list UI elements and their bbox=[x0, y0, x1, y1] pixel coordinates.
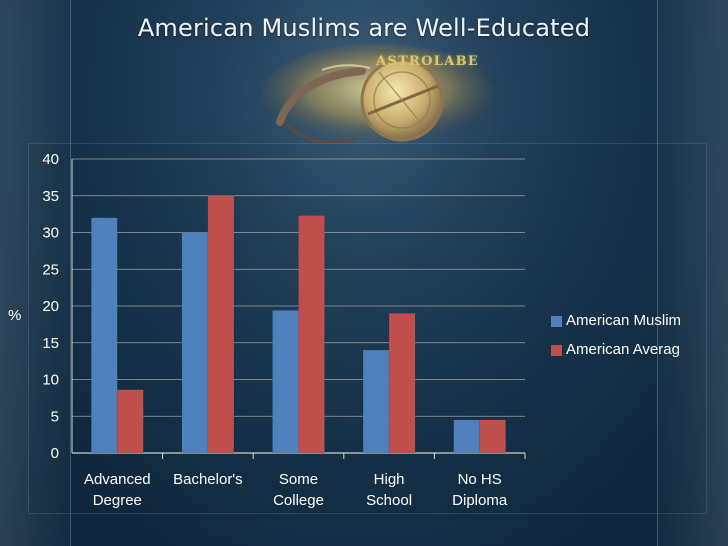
x-tick-label-0-0: Advanced bbox=[84, 471, 151, 488]
legend-label-american-muslim: American Muslim bbox=[566, 312, 682, 329]
x-tick-label-2-1: College bbox=[273, 492, 324, 509]
bar-0-0 bbox=[91, 217, 118, 454]
bar-1-4 bbox=[479, 419, 506, 454]
y-tick-label-15: 15 bbox=[42, 335, 59, 352]
y-tick-label-35: 35 bbox=[42, 188, 59, 205]
x-tick-label-4-0: No HS bbox=[458, 471, 502, 488]
x-tick-label-0-1: Degree bbox=[93, 492, 142, 509]
y-tick-label-20: 20 bbox=[42, 298, 59, 315]
x-tick-label-1-0: Bachelor's bbox=[173, 471, 243, 488]
legend-item-american-muslim: American Muslim bbox=[551, 312, 706, 341]
y-tick-label-5: 5 bbox=[51, 408, 59, 425]
y-tick-label-25: 25 bbox=[42, 261, 59, 278]
bar-1-2 bbox=[298, 215, 325, 454]
y-tick-label-30: 30 bbox=[42, 225, 59, 242]
y-tick-label-40: 40 bbox=[42, 151, 59, 168]
bar-1-0 bbox=[117, 389, 144, 454]
bar-0-2 bbox=[272, 310, 299, 454]
bar-1-1 bbox=[207, 195, 235, 454]
x-tick-label-2-0: Some bbox=[279, 471, 318, 488]
bar-0-1 bbox=[181, 232, 209, 454]
bar-0-4 bbox=[453, 419, 480, 454]
bar-0-3 bbox=[362, 349, 390, 454]
legend-swatch-american-average bbox=[551, 345, 562, 356]
y-axis-unit-label: % bbox=[8, 307, 22, 324]
y-tick-label-10: 10 bbox=[42, 372, 59, 389]
x-tick-label-3-1: School bbox=[366, 492, 412, 509]
legend-label-american-average: American Averag bbox=[566, 341, 680, 358]
y-tick-label-0: 0 bbox=[51, 445, 59, 462]
chart-legend: American Muslim American Averag bbox=[551, 312, 706, 370]
legend-item-american-average: American Averag bbox=[551, 341, 706, 370]
banner-label: ASTROLABE bbox=[376, 54, 480, 69]
slide-title: American Muslims are Well-Educated bbox=[137, 14, 591, 42]
legend-swatch-american-muslim bbox=[551, 316, 562, 327]
x-tick-label-4-1: Diploma bbox=[452, 492, 508, 509]
x-tick-label-3-0: High bbox=[374, 471, 405, 488]
bar-1-3 bbox=[388, 313, 416, 454]
